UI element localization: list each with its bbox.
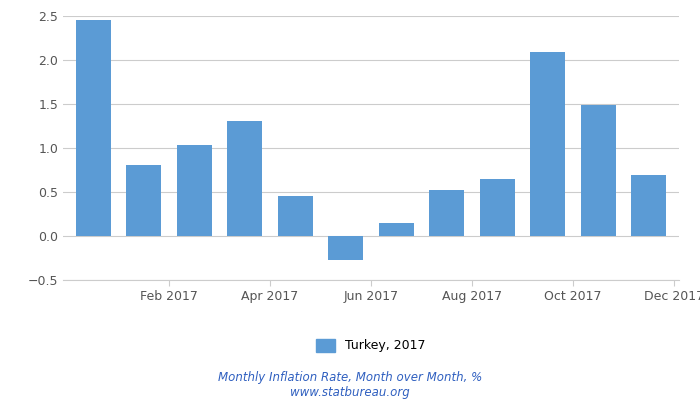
Text: Monthly Inflation Rate, Month over Month, %: Monthly Inflation Rate, Month over Month… xyxy=(218,372,482,384)
Bar xyxy=(530,52,566,236)
Legend: Turkey, 2017: Turkey, 2017 xyxy=(312,334,430,357)
Bar xyxy=(176,145,212,236)
Bar xyxy=(480,179,515,236)
Bar xyxy=(429,190,464,236)
Bar xyxy=(278,196,313,236)
Bar xyxy=(227,121,262,236)
Bar xyxy=(580,105,616,236)
Text: www.statbureau.org: www.statbureau.org xyxy=(290,386,410,399)
Bar xyxy=(379,223,414,236)
Bar xyxy=(631,175,666,236)
Bar xyxy=(328,236,363,260)
Bar xyxy=(76,20,111,236)
Bar xyxy=(126,165,162,236)
